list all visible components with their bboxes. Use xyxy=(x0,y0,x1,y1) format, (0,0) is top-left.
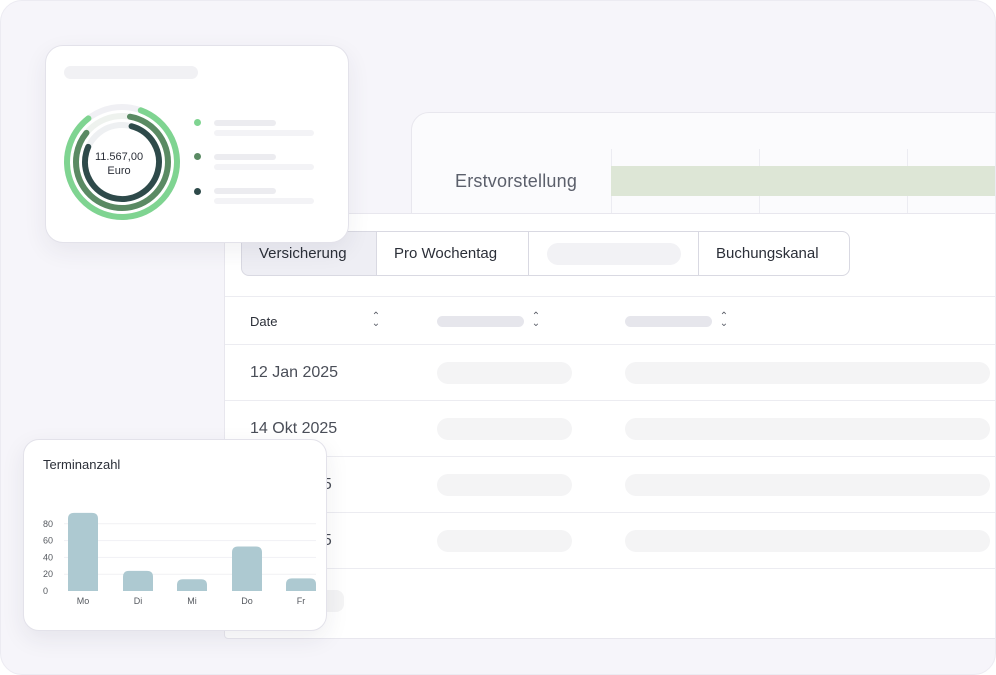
terminanzahl-card: Terminanzahl 0 20 40 60 80 Mo Di Mi Do Fr xyxy=(23,439,327,631)
tab-label-placeholder xyxy=(546,242,681,265)
column-header-placeholder xyxy=(437,316,524,327)
table-row[interactable]: 25 xyxy=(225,457,995,513)
x-tick-label: Do xyxy=(241,596,253,606)
tab-label: Pro Wochentag xyxy=(394,245,498,262)
x-tick-label: Fr xyxy=(297,596,306,606)
legend-label-placeholder xyxy=(214,154,276,160)
cell-placeholder xyxy=(437,418,572,440)
tab-buchungskanal[interactable]: Buchungskanal xyxy=(698,231,850,276)
legend-dot xyxy=(194,153,201,160)
erstvorstellung-label: Erstvorstellung xyxy=(455,171,578,191)
y-tick-label: 40 xyxy=(43,552,53,562)
x-tick-label: Mi xyxy=(187,596,197,606)
tab-pro-wochentag[interactable]: Pro Wochentag xyxy=(376,231,529,276)
bar xyxy=(177,579,207,591)
donut-chart xyxy=(64,104,180,220)
cell-placeholder xyxy=(625,418,990,440)
legend-dot xyxy=(194,119,201,126)
bar xyxy=(232,546,262,591)
bar xyxy=(123,570,153,591)
y-tick-label: 80 xyxy=(43,519,53,529)
bar xyxy=(68,512,98,591)
donut-value: 11.567,00 xyxy=(94,151,144,163)
chart-title: Terminanzahl xyxy=(43,457,121,472)
legend-label-placeholder xyxy=(214,188,276,194)
tab-placeholder[interactable] xyxy=(528,231,699,276)
y-tick-label: 60 xyxy=(43,536,53,546)
tab-label: Versicherung xyxy=(259,245,347,262)
donut-unit: Euro xyxy=(107,165,131,177)
tab-bar: Versicherung Pro Wochentag Buchungskanal xyxy=(241,231,850,276)
bar-chart: 0 20 40 60 80 Mo Di Mi Do Fr xyxy=(43,512,316,606)
y-tick-label: 20 xyxy=(43,569,53,579)
card-title-placeholder xyxy=(64,66,198,79)
table-row[interactable]: 14 Okt 2025 xyxy=(225,401,995,457)
x-tick-label: Di xyxy=(134,596,143,606)
column-header-date: Date xyxy=(250,314,278,329)
legend-value-placeholder xyxy=(214,164,314,170)
x-tick-label: Mo xyxy=(77,596,90,606)
tab-label: Buchungskanal xyxy=(716,245,819,262)
timeline-bar xyxy=(611,166,995,196)
legend-value-placeholder xyxy=(214,130,314,136)
cell-placeholder xyxy=(437,530,572,552)
table-row[interactable]: 25 xyxy=(225,513,995,569)
cell-date: 12 Jan 2025 xyxy=(250,364,339,381)
column-header-placeholder xyxy=(625,316,712,327)
legend-dot xyxy=(194,188,201,195)
bar xyxy=(286,578,316,591)
cell-placeholder xyxy=(437,362,572,384)
cell-placeholder xyxy=(625,530,990,552)
legend-label-placeholder xyxy=(214,120,276,126)
sort-icon[interactable]: ⌃ ⌄ xyxy=(371,311,381,329)
revenue-donut-card: 11.567,00 Euro xyxy=(45,45,349,243)
cell-placeholder xyxy=(437,474,572,496)
sort-icon[interactable]: ⌃ ⌄ xyxy=(531,311,541,329)
table-panel: Versicherung Pro Wochentag Buchungskanal… xyxy=(224,213,995,639)
cell-date: 14 Okt 2025 xyxy=(250,420,338,437)
table-row[interactable]: 12 Jan 2025 xyxy=(225,345,995,401)
y-tick-label: 0 xyxy=(43,586,48,596)
cell-placeholder xyxy=(625,362,990,384)
legend-value-placeholder xyxy=(214,198,314,204)
erstvorstellung-panel: Erstvorstellung xyxy=(411,112,995,232)
sort-icon[interactable]: ⌃ ⌄ xyxy=(719,311,729,329)
cell-placeholder xyxy=(625,474,990,496)
table-header: Date ⌃ ⌄ ⌃ ⌄ ⌃ ⌄ xyxy=(225,296,995,345)
